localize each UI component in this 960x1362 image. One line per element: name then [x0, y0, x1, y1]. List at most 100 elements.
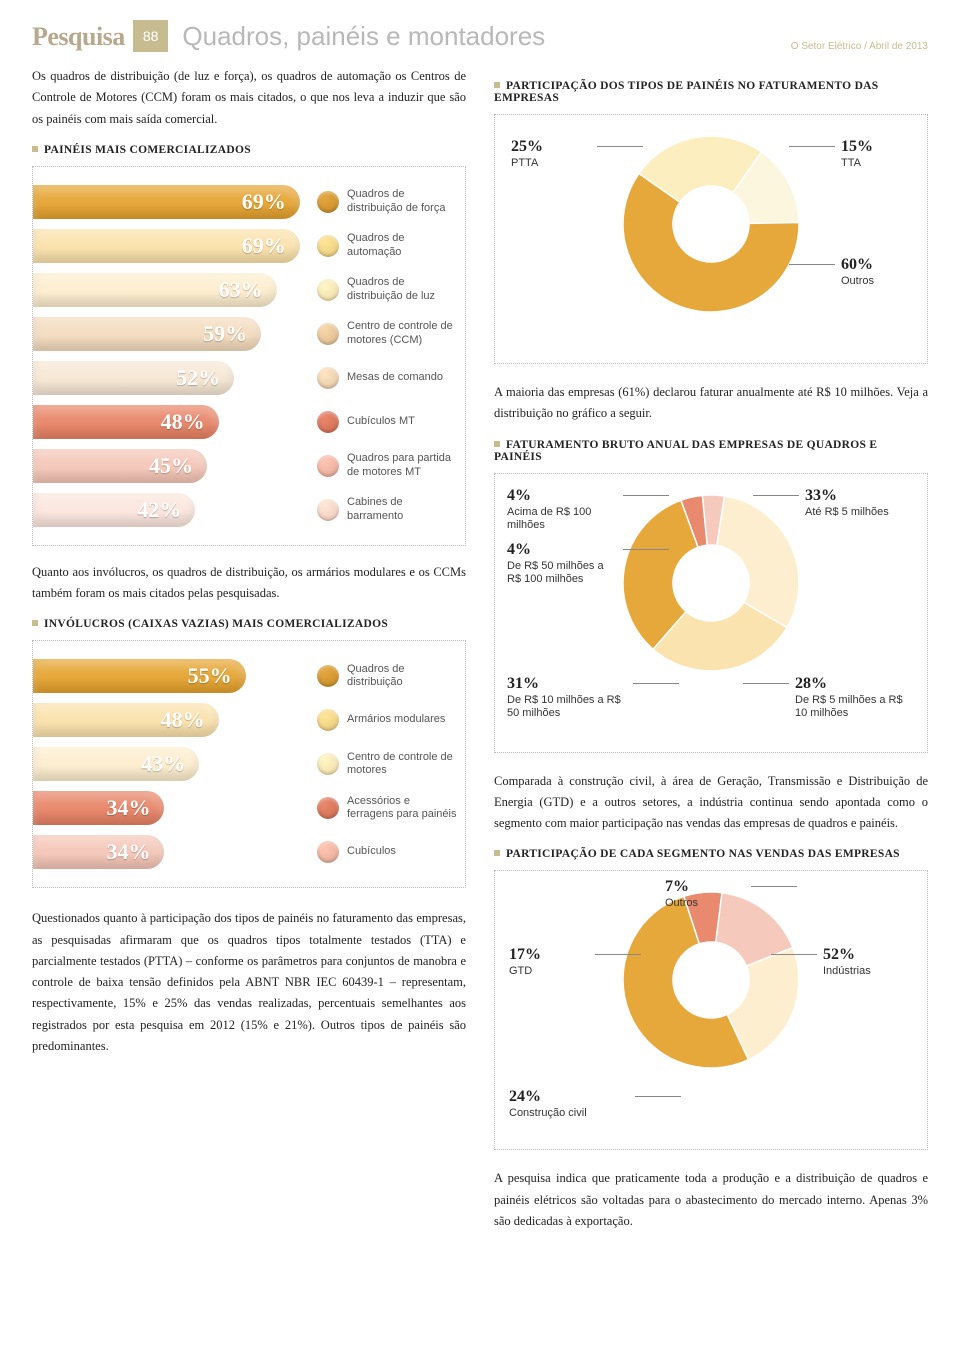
callout-pct: 4%	[507, 486, 617, 506]
donut-callout: 24%Construção civil	[509, 1087, 629, 1121]
bar-label: Quadros de distribuição de força	[347, 188, 459, 216]
page-meta: O Setor Elétrico / Abril de 2013	[791, 41, 928, 52]
callout-label: Outros	[665, 897, 698, 909]
bar-pct: 52%	[176, 365, 220, 391]
donut3-title: PARTICIPAÇÃO DE CADA SEGMENTO NAS VENDAS…	[494, 848, 928, 860]
callout-pct: 33%	[805, 486, 915, 506]
bar-label: Armários modulares	[347, 713, 459, 727]
page-header: Pesquisa 88 Quadros, painéis e montadore…	[32, 20, 928, 52]
intro-paragraph: Os quadros de distribuição (de luz e for…	[32, 66, 466, 130]
bar-row: 63% Quadros de distribuição de luz	[33, 271, 459, 309]
bar-label: Centro de controle de motores	[347, 751, 459, 779]
donut1-title: PARTICIPAÇÃO DOS TIPOS DE PAINÉIS NO FAT…	[494, 80, 928, 104]
bar-label: Centro de controle de motores (CCM)	[347, 320, 459, 348]
donut-slice	[717, 496, 799, 627]
donut3-block: 7%Outros 17%GTD 24%Construção civil 52%Indú…	[494, 870, 928, 1150]
donut-callout: 7%Outros	[665, 877, 745, 911]
bar-row: 55% Quadros de distribuição	[33, 657, 459, 695]
bar-label: Mesas de comando	[347, 371, 459, 385]
callout-label: TTA	[841, 157, 861, 169]
bar-pct: 34%	[106, 795, 150, 821]
bar-label: Cubículos	[347, 845, 459, 859]
bar-row: 59% Centro de controle de motores (CCM)	[33, 315, 459, 353]
bar-pct: 69%	[242, 189, 286, 215]
callout-label: De R$ 5 milhões a R$ 10 milhões	[795, 694, 903, 720]
callout-pct: 15%	[841, 137, 911, 157]
callout-pct: 7%	[665, 877, 745, 897]
callout-label: Acima de R$ 100 milhões	[507, 506, 591, 532]
bar-row: 52% Mesas de comando	[33, 359, 459, 397]
bar-pct: 69%	[242, 233, 286, 259]
callout-label: Construção civil	[509, 1107, 587, 1119]
bar-pct: 48%	[161, 707, 205, 733]
donut3-svg	[616, 885, 806, 1075]
bar-label: Acessórios e ferragens para painéis	[347, 795, 459, 823]
bar-label: Quadros para partida de motores MT	[347, 452, 459, 480]
donut2-block: 4%Acima de R$ 100 milhões4%De R$ 50 milh…	[494, 473, 928, 753]
bar-pct: 59%	[203, 321, 247, 347]
callout-pct: 24%	[509, 1087, 629, 1107]
donut-callout: 4%De R$ 50 milhões a R$ 100 milhões	[507, 540, 617, 588]
page-title: Quadros, painéis e montadores	[182, 21, 790, 52]
chart2-title: INVÓLUCROS (CAIXAS VAZIAS) MAIS COMERCIA…	[32, 618, 466, 630]
callout-pct: 4%	[507, 540, 617, 560]
bar-row: 69% Quadros de automação	[33, 227, 459, 265]
bar-pct: 34%	[106, 839, 150, 865]
bar-label: Quadros de distribuição de luz	[347, 276, 459, 304]
donut-callout: 33%Até R$ 5 milhões	[805, 486, 915, 520]
donut-callout: 52%Indústrias	[823, 945, 913, 979]
right-paragraph-1: A maioria das empresas (61%) declarou fa…	[494, 382, 928, 425]
donut-callout: 15%TTA	[841, 137, 911, 171]
section-label: Pesquisa	[32, 22, 125, 52]
donut-callout: 17%GTD	[509, 945, 589, 979]
bar-row: 34% Acessórios e ferragens para painéis	[33, 789, 459, 827]
donut2-svg	[616, 488, 806, 678]
bar-row: 45% Quadros para partida de motores MT	[33, 447, 459, 485]
bar-pct: 45%	[149, 453, 193, 479]
mid-left-paragraph: Quanto aos invólucros, os quadros de dis…	[32, 562, 466, 605]
donut-callout: 28%De R$ 5 milhões a R$ 10 milhões	[795, 674, 915, 722]
callout-pct: 17%	[509, 945, 589, 965]
page-number: 88	[133, 20, 169, 52]
donut-callout: 31%De R$ 10 milhões a R$ 50 milhões	[507, 674, 627, 722]
bar-label: Quadros de distribuição	[347, 663, 459, 691]
donut2-title: FATURAMENTO BRUTO ANUAL DAS EMPRESAS DE …	[494, 439, 928, 463]
callout-label: Outros	[841, 275, 874, 287]
bar-pct: 63%	[219, 277, 263, 303]
callout-label: PTTA	[511, 157, 538, 169]
bar-pct: 48%	[161, 409, 205, 435]
bar-row: 43% Centro de controle de motores	[33, 745, 459, 783]
bottom-left-paragraph: Questionados quanto à participação dos t…	[32, 908, 466, 1057]
bar-pct: 55%	[188, 663, 232, 689]
bar-pct: 43%	[141, 751, 185, 777]
right-paragraph-3: A pesquisa indica que praticamente toda …	[494, 1168, 928, 1232]
bar-label: Cubículos MT	[347, 415, 459, 429]
bar-row: 69% Quadros de distribuição de força	[33, 183, 459, 221]
callout-pct: 31%	[507, 674, 627, 694]
donut-callout: 25%PTTA	[511, 137, 591, 171]
bar-pct: 42%	[137, 497, 181, 523]
donut1-svg	[616, 129, 806, 319]
bar-row: 48% Armários modulares	[33, 701, 459, 739]
callout-label: GTD	[509, 965, 532, 977]
donut1-block: 25%PTTA 15%TTA 60%Outros	[494, 114, 928, 364]
chart2-bars: 55% Quadros de distribuição 48% Armários mo…	[32, 640, 466, 888]
chart1-title: PAINÉIS MAIS COMERCIALIZADOS	[32, 144, 466, 156]
chart1-bars: 69% Quadros de distribuição de força 69% Qu…	[32, 166, 466, 546]
bar-row: 34% Cubículos	[33, 833, 459, 871]
bar-label: Cabines de barramento	[347, 496, 459, 524]
bar-row: 48% Cubículos MT	[33, 403, 459, 441]
donut-callout: 4%Acima de R$ 100 milhões	[507, 486, 617, 534]
callout-label: Até R$ 5 milhões	[805, 506, 889, 518]
callout-pct: 28%	[795, 674, 915, 694]
callout-pct: 52%	[823, 945, 913, 965]
callout-label: De R$ 10 milhões a R$ 50 milhões	[507, 694, 621, 720]
bar-label: Quadros de automação	[347, 232, 459, 260]
bar-row: 42% Cabines de barramento	[33, 491, 459, 529]
callout-label: Indústrias	[823, 965, 871, 977]
right-paragraph-2: Comparada à construção civil, à área de …	[494, 771, 928, 835]
callout-pct: 60%	[841, 255, 911, 275]
callout-pct: 25%	[511, 137, 591, 157]
callout-label: De R$ 50 milhões a R$ 100 milhões	[507, 560, 604, 586]
donut-callout: 60%Outros	[841, 255, 911, 289]
